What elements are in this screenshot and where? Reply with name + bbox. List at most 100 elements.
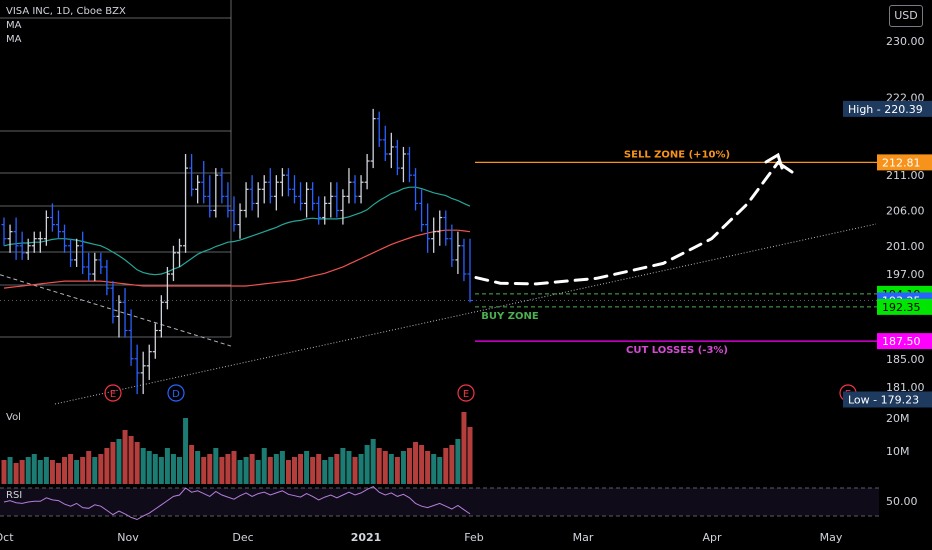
rsi-pane: RSI 50.00 (0, 486, 918, 521)
candle-63 (382, 125, 388, 162)
volume-bar-48 (291, 457, 297, 484)
volume-tick-0: 20M (886, 412, 910, 425)
volume-bar-43 (261, 448, 267, 484)
volume-bar-27 (164, 448, 170, 484)
volume-bar-54 (328, 457, 334, 484)
rsi-line (3, 486, 471, 521)
candle-71 (431, 217, 437, 253)
volume-bar-8 (49, 460, 55, 484)
candle-11 (68, 238, 74, 267)
candle-53 (322, 196, 328, 225)
volume-bar-34 (207, 454, 213, 484)
candle-17 (104, 259, 110, 296)
event-marker-2[interactable]: E (457, 384, 475, 402)
event-marker-1[interactable]: D (167, 384, 185, 402)
legend-ma-2[interactable]: MA (6, 34, 22, 45)
candle-67 (406, 146, 412, 183)
candle-38 (231, 196, 237, 232)
price-label-4: 192.35 (882, 301, 921, 314)
candle-19 (116, 295, 122, 338)
candle-10 (62, 224, 68, 253)
candle-22 (134, 344, 140, 395)
event-circle-0 (104, 384, 122, 402)
price-tick-2: 211.00 (886, 169, 925, 182)
price-label-bg-4 (877, 298, 932, 315)
volume-tick-1: 10M (886, 445, 910, 458)
candle-47 (285, 168, 291, 197)
volume-bar-41 (249, 454, 255, 484)
ma-long-line (3, 229, 471, 289)
candle-30 (183, 153, 189, 253)
candle-4 (25, 238, 31, 260)
candle-33 (201, 161, 207, 204)
volume-bar-66 (400, 451, 406, 484)
candle-21 (128, 309, 134, 366)
volume-bar-51 (310, 457, 316, 484)
candle-68 (413, 168, 419, 211)
candle-60 (364, 153, 370, 190)
candle-44 (267, 168, 273, 204)
volume-bar-1 (7, 457, 13, 484)
candle-55 (334, 182, 340, 218)
candle-28 (170, 245, 176, 282)
time-tick-3: 2021 (351, 531, 382, 544)
currency-button[interactable]: USD (889, 5, 923, 27)
legend-ma-1[interactable]: MA (6, 20, 22, 31)
time-axis[interactable]: Oct Nov Dec 2021 Feb Mar Apr May (0, 531, 843, 544)
price-label-bg-6 (843, 391, 932, 408)
price-axis[interactable]: 230.00222.00211.00206.00201.00197.00185.… (886, 35, 925, 394)
candle-50 (304, 182, 310, 218)
volume-bar-6 (37, 460, 43, 484)
volume-bar-56 (340, 448, 346, 484)
volume-bar-77 (467, 427, 473, 484)
volume-bar-18 (110, 442, 116, 484)
volume-bar-57 (346, 451, 352, 484)
volume-label: Vol (6, 412, 21, 423)
trendline-support (54, 223, 877, 405)
candle-31 (189, 153, 195, 197)
volume-bar-31 (189, 445, 195, 484)
candle-26 (158, 295, 164, 338)
time-tick-6: Apr (702, 531, 722, 544)
volume-bar-36 (219, 457, 225, 484)
candle-56 (340, 189, 346, 225)
candle-39 (237, 203, 243, 239)
volume-bar-37 (225, 454, 231, 484)
event-markers[interactable]: EDEE (104, 384, 857, 402)
candle-15 (92, 252, 98, 282)
candle-25 (152, 323, 158, 359)
volume-bar-30 (183, 418, 189, 484)
event-marker-0[interactable]: E (104, 384, 122, 402)
rsi-band (0, 488, 879, 516)
volume-bar-44 (267, 457, 273, 484)
price-tick-5: 197.00 (886, 268, 925, 281)
candle-69 (419, 189, 425, 232)
price-label-bg-1 (877, 154, 932, 171)
candle-6 (37, 231, 43, 253)
time-tick-5: Mar (573, 531, 594, 544)
candles (1, 108, 473, 395)
volume-bar-3 (19, 460, 25, 484)
candle-73 (443, 210, 449, 246)
candle-54 (328, 182, 334, 218)
candle-46 (279, 168, 285, 197)
candle-16 (98, 252, 104, 275)
volume-bar-69 (419, 445, 425, 484)
volume-bar-12 (74, 460, 80, 484)
legend-symbol[interactable]: VISA INC, 1D, Cboe BZX (6, 6, 126, 17)
candle-51 (310, 182, 316, 211)
volume-bar-21 (128, 436, 134, 484)
zones: SELL ZONE (+10%) BUY ZONE CUT LOSSES (-3%) (475, 149, 879, 356)
volume-bar-75 (455, 439, 461, 484)
volume-bar-61 (370, 439, 376, 484)
volume-bar-22 (134, 442, 140, 484)
price-label-1: 212.81 (882, 156, 921, 169)
price-tick-4: 201.00 (886, 240, 925, 253)
candle-75 (455, 231, 461, 275)
candle-0 (1, 217, 7, 246)
volume-bar-59 (358, 454, 364, 484)
candle-61 (370, 108, 376, 169)
volume-bar-76 (461, 412, 467, 484)
candle-70 (425, 203, 431, 253)
